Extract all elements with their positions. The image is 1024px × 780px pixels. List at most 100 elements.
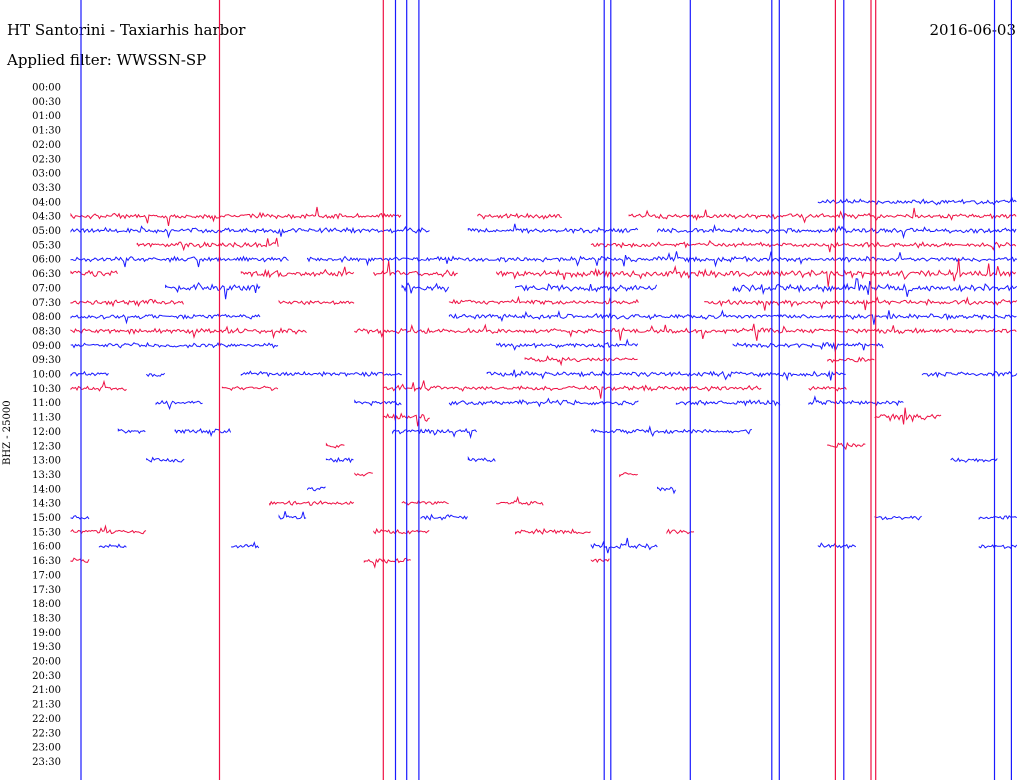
- trace-row-31-seg-1: [373, 527, 430, 535]
- trace-row-33-seg-2: [590, 558, 610, 564]
- trace-row-20-seg-1: [146, 372, 166, 378]
- trace-row-9-seg-2: [628, 207, 1017, 224]
- time-label-1330: 13:30: [32, 470, 61, 481]
- trace-row-8-seg-0: [817, 196, 1017, 206]
- trace-row-23-seg-0: [382, 412, 430, 427]
- trace-row-11-seg-0: [136, 237, 279, 252]
- trace-row-25-seg-0: [325, 442, 345, 449]
- trace-row-26-seg-3: [950, 457, 998, 463]
- trace-row-29-seg-1: [401, 499, 449, 506]
- time-label-0630: 06:30: [32, 269, 61, 280]
- trace-row-18-seg-0: [70, 341, 279, 349]
- time-label-1600: 16:00: [32, 542, 61, 553]
- time-label-0230: 02:30: [32, 154, 61, 165]
- trace-row-12-seg-0: [70, 255, 289, 268]
- trace-row-33-seg-0: [70, 557, 90, 563]
- trace-row-26-seg-0: [146, 456, 185, 463]
- trace-row-14-seg-0: [165, 281, 261, 300]
- time-label-2200: 22:00: [32, 714, 61, 725]
- time-label-1830: 18:30: [32, 613, 61, 624]
- trace-row-13-seg-1: [240, 266, 355, 279]
- trace-row-24-seg-1: [174, 428, 232, 438]
- trace-row-10-seg-0: [70, 225, 430, 239]
- trace-row-21-seg-1: [221, 385, 279, 392]
- trace-row-22-seg-1: [354, 399, 402, 407]
- trace-row-26-seg-1: [325, 456, 354, 464]
- trace-row-29-seg-0: [269, 500, 354, 506]
- time-tick-labels: 00:00 00:30 01:00 01:30 02:00 02:30 03:00 03:30…: [32, 83, 61, 768]
- trace-row-19-seg-0: [524, 355, 638, 367]
- trace-row-32-seg-3: [817, 542, 857, 549]
- time-label-0130: 01:30: [32, 126, 61, 137]
- trace-row-21-seg-3: [808, 385, 847, 392]
- trace-row-28-seg-0: [307, 486, 326, 492]
- trace-row-17-seg-0: [70, 325, 307, 340]
- vertical-spike-lines: [80, 0, 1013, 780]
- time-label-1000: 10:00: [32, 370, 61, 381]
- trace-row-20-seg-3: [486, 369, 846, 382]
- time-label-1430: 14:30: [32, 499, 61, 510]
- trace-row-14-seg-3: [732, 278, 1018, 297]
- trace-row-32-seg-0: [98, 543, 127, 549]
- time-label-0200: 02:00: [32, 140, 61, 151]
- time-label-0600: 06:00: [32, 255, 61, 266]
- trace-row-32-seg-4: [978, 544, 1018, 549]
- time-label-0000: 00:00: [32, 83, 61, 94]
- trace-row-31-seg-3: [666, 528, 695, 535]
- time-label-1700: 17:00: [32, 570, 61, 581]
- trace-row-32-seg-1: [231, 541, 260, 549]
- trace-row-15-seg-0: [70, 298, 184, 308]
- time-label-0800: 08:00: [32, 312, 61, 323]
- trace-row-30-seg-2: [420, 513, 468, 521]
- time-label-0700: 07:00: [32, 283, 61, 294]
- trace-row-24-seg-2: [392, 427, 477, 440]
- trace-row-18-seg-2: [732, 341, 884, 353]
- seismic-traces: [70, 196, 1018, 569]
- time-label-1400: 14:00: [32, 484, 61, 495]
- trace-row-22-seg-3: [675, 399, 781, 407]
- time-label-1900: 19:00: [32, 628, 61, 639]
- time-label-1130: 11:30: [32, 413, 61, 424]
- trace-row-25-seg-1: [827, 441, 866, 451]
- time-label-1530: 15:30: [32, 527, 61, 538]
- trace-row-19-seg-1: [827, 356, 875, 364]
- trace-row-22-seg-2: [448, 397, 639, 408]
- trace-row-14-seg-2: [515, 283, 658, 293]
- trace-row-26-seg-2: [467, 455, 496, 463]
- trace-row-10-seg-1: [467, 223, 639, 235]
- trace-row-32-seg-2: [590, 537, 658, 554]
- trace-row-14-seg-1: [401, 282, 450, 294]
- trace-row-33-seg-1: [363, 557, 411, 569]
- trace-row-21-seg-0: [70, 379, 127, 392]
- time-label-0100: 01:00: [32, 111, 61, 122]
- filter-label: Applied filter: WWSSN-SP: [7, 51, 207, 69]
- trace-row-20-seg-0: [70, 370, 109, 377]
- trace-row-30-seg-1: [278, 511, 307, 520]
- trace-row-13-seg-0: [70, 269, 118, 278]
- time-label-2300: 23:00: [32, 743, 61, 754]
- trace-row-23-seg-1: [874, 407, 942, 425]
- trace-row-13-seg-2: [373, 260, 458, 278]
- trace-row-27-seg-1: [619, 472, 638, 478]
- time-label-1100: 11:00: [32, 398, 61, 409]
- time-label-0330: 03:30: [32, 183, 61, 194]
- trace-row-24-seg-3: [590, 425, 752, 437]
- time-label-1230: 12:30: [32, 441, 61, 452]
- trace-row-24-seg-0: [117, 428, 146, 434]
- time-label-0930: 09:30: [32, 355, 61, 366]
- time-label-1930: 19:30: [32, 642, 61, 653]
- time-label-0830: 08:30: [32, 326, 61, 337]
- time-label-1030: 10:30: [32, 384, 61, 395]
- trace-row-30-seg-4: [978, 515, 1017, 521]
- trace-row-10-seg-2: [657, 223, 1017, 240]
- time-label-1500: 15:00: [32, 513, 61, 524]
- trace-row-17-seg-1: [354, 323, 1017, 341]
- trace-row-13-seg-3: [496, 258, 1017, 287]
- time-label-2330: 23:30: [32, 757, 61, 768]
- trace-row-16-seg-1: [448, 309, 1017, 325]
- trace-row-22-seg-4: [808, 395, 904, 407]
- time-label-0430: 04:30: [32, 212, 61, 223]
- time-label-0730: 07:30: [32, 298, 61, 309]
- trace-row-22-seg-0: [155, 399, 203, 411]
